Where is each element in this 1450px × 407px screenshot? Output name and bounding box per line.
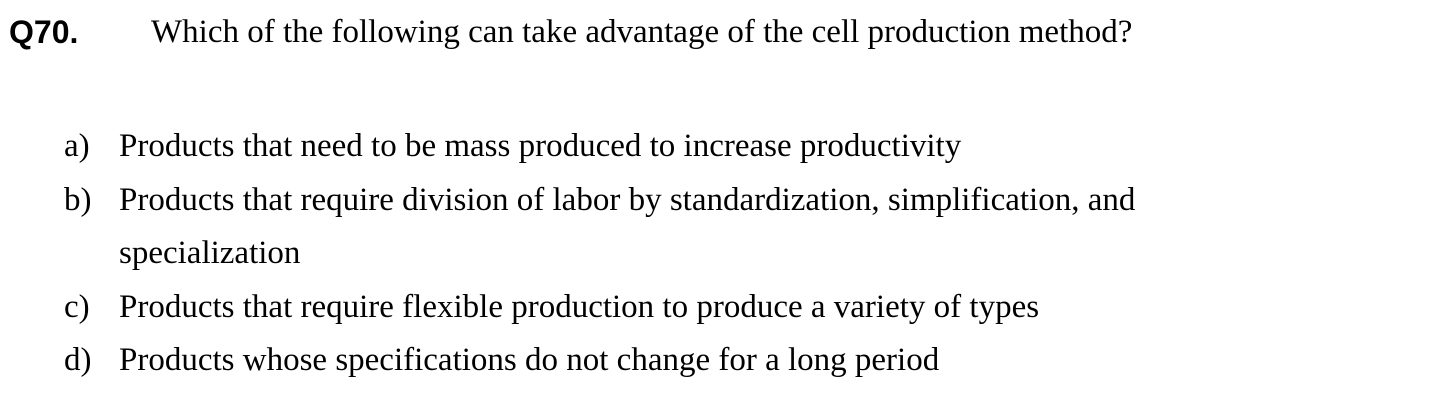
option-letter: c) <box>64 288 90 325</box>
answer-option-d: d) Products whose specifications do not … <box>64 334 1294 388</box>
option-text: Products that need to be mass produced t… <box>119 128 962 164</box>
answer-option-a: a) Products that need to be mass produce… <box>64 120 1294 174</box>
option-letter: a) <box>64 128 90 164</box>
option-text: Products that require flexible productio… <box>119 288 1040 325</box>
option-letter: b) <box>64 181 92 218</box>
option-letter: d) <box>64 342 92 378</box>
answer-options-list: a) Products that need to be mass produce… <box>64 120 1294 388</box>
option-text: Products that require division of labor … <box>119 181 1136 272</box>
answer-option-b: b) Products that require division of lab… <box>64 174 1294 281</box>
answer-option-c: c) Products that require flexible produc… <box>64 281 1294 335</box>
question-number: Q70. <box>9 14 79 50</box>
question-text: Which of the following can take advantag… <box>151 14 1133 50</box>
option-text: Products whose specifications do not cha… <box>119 342 940 378</box>
